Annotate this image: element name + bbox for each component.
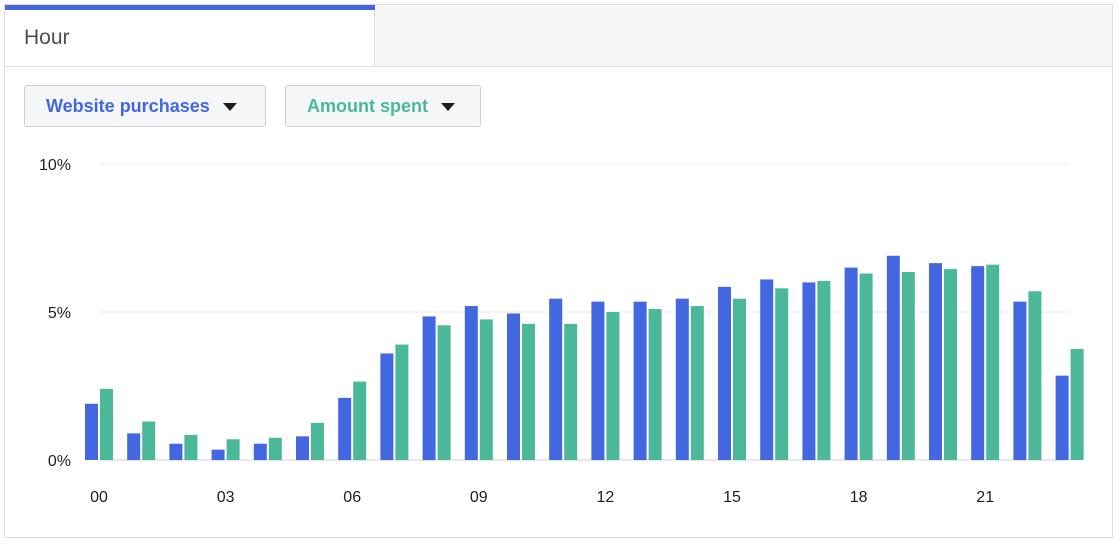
y-tick-label: 5% [48, 305, 71, 322]
bar-website-purchases [507, 313, 520, 460]
bar-website-purchases [549, 298, 563, 460]
y-tick-label: 0% [48, 453, 71, 470]
x-tick-label: 06 [343, 489, 361, 506]
bar-website-purchases [591, 301, 605, 460]
bar-website-purchases [971, 266, 985, 460]
bar-website-purchases [85, 403, 98, 460]
bar-amount-spent [268, 437, 282, 460]
bar-website-purchases [253, 443, 267, 460]
bar-website-purchases [802, 282, 816, 460]
website-purchases-dropdown-label: Website purchases [46, 95, 210, 116]
bar-amount-spent [944, 269, 957, 460]
tab-active-indicator [5, 5, 375, 10]
bar-website-purchases [422, 316, 436, 460]
bar-amount-spent [184, 434, 198, 460]
bar-amount-spent [1028, 291, 1042, 460]
bar-amount-spent [986, 264, 1000, 460]
bar-amount-spent [901, 272, 915, 460]
bar-amount-spent [353, 381, 367, 460]
bar-website-purchases [929, 263, 942, 460]
x-tick-label: 15 [723, 489, 741, 506]
x-tick-label: 18 [850, 489, 868, 506]
x-tick-label: 03 [217, 489, 235, 506]
bar-amount-spent [733, 298, 746, 460]
bar-amount-spent [1070, 349, 1084, 460]
x-tick-label: 00 [90, 489, 108, 506]
bar-website-purchases [1055, 375, 1069, 460]
bar-website-purchases [464, 306, 478, 460]
bar-website-purchases [633, 301, 647, 460]
bar-website-purchases [718, 286, 731, 460]
bar-website-purchases [760, 279, 774, 460]
amount-spent-dropdown[interactable]: Amount spent [285, 85, 481, 127]
bar-amount-spent [437, 325, 451, 460]
caret-down-icon [222, 103, 237, 111]
bar-website-purchases [675, 298, 689, 460]
tab-bar: Hour [5, 5, 1112, 67]
bar-amount-spent [522, 323, 535, 460]
bar-website-purchases [296, 436, 309, 460]
website-purchases-dropdown[interactable]: Website purchases [24, 85, 266, 127]
bar-website-purchases [338, 397, 352, 460]
bar-amount-spent [142, 421, 156, 460]
bar-website-purchases [844, 267, 858, 460]
bar-website-purchases [380, 353, 394, 460]
bar-website-purchases [211, 449, 225, 460]
bar-amount-spent [311, 423, 324, 460]
hourly-bar-chart: 0% 5% 10% 00 03 06 09 12 15 18 21 [39, 157, 1084, 506]
bar-amount-spent [606, 312, 620, 460]
x-tick-label: 09 [470, 489, 488, 506]
caret-down-icon [441, 103, 455, 111]
bar-amount-spent [479, 319, 493, 460]
amount-spent-dropdown-label: Amount spent [307, 95, 428, 116]
bar-website-purchases [169, 443, 183, 460]
bar-website-purchases [127, 433, 141, 460]
bar-amount-spent [564, 323, 578, 460]
x-tick-label: 21 [976, 489, 994, 506]
bar-amount-spent [395, 344, 409, 460]
x-tick-label: 12 [597, 489, 615, 506]
chart-panel: Hour Website purchases Amount spent 0% 5%… [4, 4, 1113, 538]
tab-hour[interactable]: Hour [5, 5, 375, 66]
y-tick-label: 10% [39, 157, 71, 174]
bar-website-purchases [886, 255, 900, 460]
bar-amount-spent [817, 280, 831, 460]
bar-amount-spent [226, 439, 240, 460]
bar-amount-spent [648, 309, 662, 460]
bar-amount-spent [100, 388, 113, 460]
tab-hour-label: Hour [24, 26, 70, 49]
bar-amount-spent [690, 306, 704, 460]
bar-amount-spent [859, 273, 873, 460]
bar-website-purchases [1013, 301, 1027, 460]
bar-amount-spent [775, 288, 789, 460]
